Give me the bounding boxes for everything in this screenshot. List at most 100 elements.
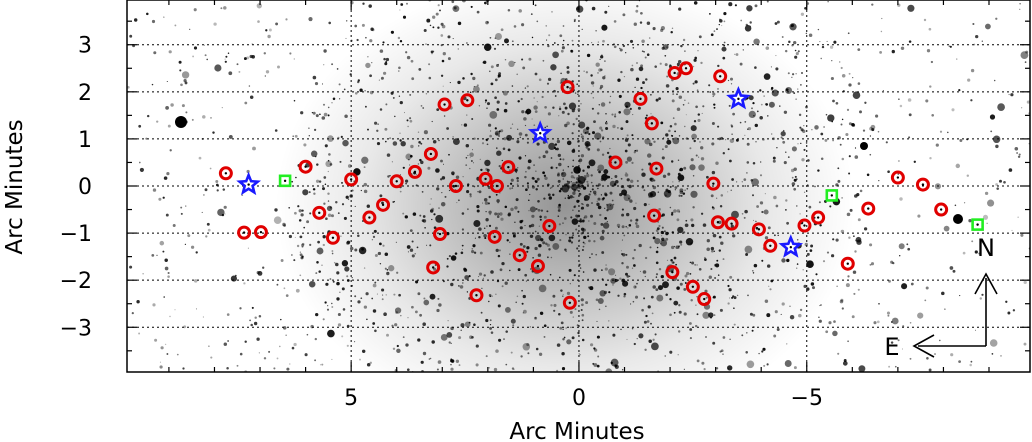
field-star <box>293 259 296 262</box>
field-star <box>588 193 591 196</box>
field-star <box>476 209 480 213</box>
field-star <box>326 205 333 212</box>
field-star <box>917 312 924 319</box>
field-star <box>447 35 451 39</box>
field-star <box>268 350 271 353</box>
field-star <box>649 377 651 379</box>
field-star <box>329 163 333 166</box>
red-circle-marker <box>325 230 340 245</box>
field-star <box>129 34 133 38</box>
field-star <box>741 334 744 337</box>
field-star <box>799 213 801 215</box>
field-star <box>407 125 409 128</box>
field-star <box>612 333 616 337</box>
field-star <box>625 160 629 164</box>
field-star <box>392 96 395 99</box>
field-star <box>746 5 753 12</box>
field-star <box>465 143 470 148</box>
field-star <box>354 248 358 252</box>
field-star <box>319 113 321 116</box>
field-star <box>389 175 391 177</box>
field-star <box>248 85 251 87</box>
red-circle-marker <box>448 179 463 193</box>
field-star <box>363 182 368 187</box>
field-star <box>529 268 532 270</box>
field-star <box>504 205 508 209</box>
field-star <box>543 215 547 219</box>
field-star <box>300 111 304 115</box>
field-star <box>722 152 725 155</box>
field-star <box>948 45 951 47</box>
field-star <box>727 367 729 370</box>
field-star <box>584 132 587 134</box>
field-star <box>497 254 501 258</box>
field-star <box>696 359 700 363</box>
field-star <box>519 136 521 138</box>
red-circle-marker <box>890 170 905 185</box>
field-star <box>303 226 306 229</box>
field-star <box>626 265 629 269</box>
field-star <box>833 40 837 44</box>
field-star <box>857 288 860 291</box>
field-star <box>689 164 696 171</box>
field-star <box>612 382 614 384</box>
red-circle-ring <box>840 256 855 271</box>
field-star <box>703 368 706 371</box>
field-star <box>377 123 379 125</box>
field-star <box>582 186 587 190</box>
field-star <box>935 143 939 147</box>
field-star <box>1023 342 1027 346</box>
field-star <box>596 200 598 202</box>
field-star <box>600 102 606 107</box>
field-star <box>456 202 458 204</box>
field-star <box>310 150 318 158</box>
field-star <box>692 82 695 85</box>
field-star <box>710 267 713 271</box>
field-star <box>460 329 462 332</box>
field-star <box>833 320 836 323</box>
field-star <box>749 25 752 27</box>
red-circle-center <box>536 264 540 268</box>
field-star <box>520 97 523 101</box>
field-star <box>722 56 726 60</box>
field-star <box>356 38 359 42</box>
field-star <box>283 224 286 227</box>
field-star <box>319 364 322 366</box>
field-star <box>897 160 900 162</box>
field-star <box>354 341 356 343</box>
field-star <box>609 147 611 150</box>
field-star <box>506 239 509 242</box>
field-star <box>764 193 766 195</box>
field-star <box>509 253 511 255</box>
field-star <box>577 186 581 189</box>
field-star <box>790 168 795 173</box>
field-star <box>313 192 316 195</box>
field-star <box>511 123 514 125</box>
field-star <box>634 150 636 152</box>
field-star <box>784 360 792 367</box>
field-star <box>846 108 850 112</box>
field-star <box>500 28 504 32</box>
field-star <box>543 197 546 200</box>
field-star <box>542 59 545 62</box>
field-star <box>522 343 531 351</box>
field-star <box>172 224 176 227</box>
field-star <box>891 317 899 325</box>
field-star <box>494 212 498 216</box>
field-star <box>774 22 778 25</box>
y-axis-label: Arc Minutes <box>2 119 28 254</box>
field-star <box>437 4 440 7</box>
field-star <box>685 271 690 276</box>
field-star <box>629 39 634 43</box>
field-star <box>534 72 538 76</box>
field-star <box>810 282 815 286</box>
field-star <box>436 308 440 313</box>
field-star <box>469 193 472 196</box>
field-star <box>591 253 593 255</box>
field-star <box>608 291 611 294</box>
field-star <box>293 99 296 102</box>
field-star <box>489 326 493 330</box>
field-star <box>382 294 384 296</box>
field-star <box>547 112 551 116</box>
field-star <box>669 124 673 128</box>
